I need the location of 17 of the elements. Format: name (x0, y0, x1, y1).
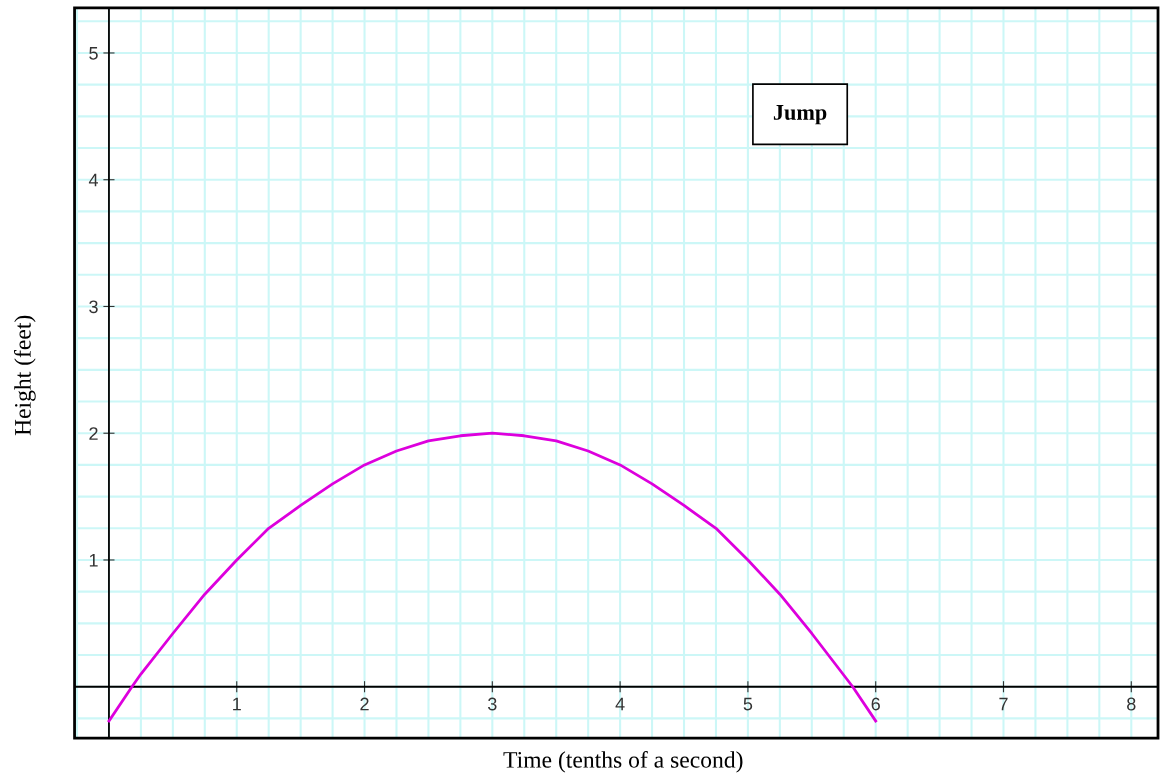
y-tick-label: 5 (89, 47, 98, 60)
y-tick-label: 4 (88, 173, 99, 187)
y-tick-label: 2 (89, 427, 98, 440)
x-tick-label: 6 (871, 697, 880, 711)
x-tick-label: 5 (743, 697, 753, 711)
x-tick-label: 8 (1127, 697, 1136, 711)
y-axis-title: Height (feet) (13, 315, 36, 436)
y-tick-label: 1 (89, 554, 98, 567)
x-tick-label: 2 (360, 697, 369, 711)
x-tick-label: 1 (233, 697, 241, 711)
y-tick-label: 3 (89, 300, 98, 314)
x-tick-label: 4 (615, 697, 625, 711)
x-axis-title: Time (tenths of a second) (503, 750, 743, 773)
text: Jump (773, 105, 827, 125)
x-tick-label: 3 (487, 697, 497, 711)
line-series (107, 431, 878, 723)
x-tick-label: 7 (999, 697, 1008, 711)
